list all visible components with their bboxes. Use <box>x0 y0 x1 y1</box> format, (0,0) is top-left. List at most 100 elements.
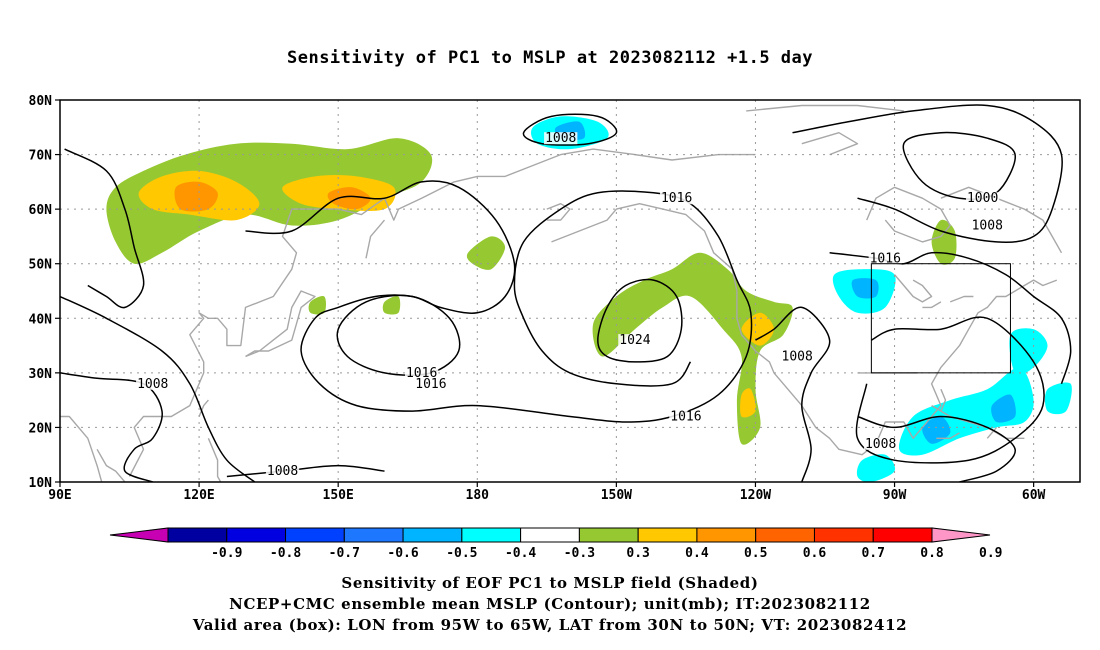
shaded-region-15 <box>851 278 879 299</box>
contour-label: 1008 <box>865 437 896 452</box>
contour-1000-11 <box>902 131 1016 200</box>
contour-1008-1 <box>60 372 163 482</box>
y-tick-label: 50N <box>29 258 53 273</box>
colorbar-label: 0.7 <box>861 546 884 561</box>
shaded-region-5 <box>466 236 506 270</box>
contour-label: 1016 <box>670 410 701 425</box>
x-tick-label: 150E <box>323 488 354 503</box>
coastline-0 <box>60 415 103 482</box>
contour-1008-4 <box>522 113 618 146</box>
contour-label: 1008 <box>782 349 813 364</box>
contour-1016-6 <box>336 294 461 377</box>
coastline-5 <box>198 399 209 417</box>
colorbar-swatch <box>226 527 287 543</box>
contour-label: 1008 <box>545 131 576 146</box>
colorbar-swatch <box>285 527 345 543</box>
y-tick-label: 60N <box>29 203 53 218</box>
colorbar-swatch <box>461 527 522 543</box>
colorbar-label: 0.9 <box>979 546 1002 561</box>
shaded-region-2 <box>174 181 218 212</box>
coastline-1 <box>96 448 126 482</box>
coastline-13 <box>949 295 974 303</box>
colorbar-label: 0.4 <box>685 546 709 561</box>
contour-label-bg <box>414 377 448 390</box>
colorbar-label: -0.7 <box>329 546 360 561</box>
colorbar-label: -0.3 <box>564 546 595 561</box>
colorbar: -0.9 -0.8 -0.7 -0.6 -0.5 -0.4 -0.3 0.3 0.4 0.5 0.6… <box>109 527 1003 561</box>
x-tick-label: 150W <box>601 488 632 503</box>
colorbar-swatch <box>520 527 580 543</box>
shaded-region-11 <box>308 296 327 315</box>
coastline-17 <box>936 432 960 439</box>
colorbar-label: 0.3 <box>626 546 649 561</box>
colorbar-swatch <box>402 527 463 543</box>
y-tick-label: 70N <box>29 149 53 164</box>
coastline-16 <box>931 404 1025 439</box>
contour-1008-12 <box>792 104 1063 243</box>
shaded-region-19 <box>991 394 1016 423</box>
coastline-2 <box>128 148 756 477</box>
coastline-6 <box>207 438 222 482</box>
shaded-region-20 <box>1044 382 1072 415</box>
colorbar-swatch <box>637 527 698 543</box>
contour-label-bg <box>618 334 652 347</box>
contour-1016-10 <box>855 316 1045 464</box>
shaded-region-21 <box>856 454 896 482</box>
coastline-11 <box>893 274 933 303</box>
x-tick-label: 120E <box>183 488 214 503</box>
contour-1024-7 <box>597 278 683 363</box>
colorbar-swatch <box>578 527 639 543</box>
shaded-region-18 <box>922 416 951 444</box>
contour-label-bg <box>970 219 1004 232</box>
coastline-18 <box>986 426 998 439</box>
y-tick-label: 80N <box>29 94 53 109</box>
coastline-layer <box>60 104 1063 482</box>
contour-1008-2 <box>226 464 385 478</box>
x-tick-label: 90E <box>48 488 71 503</box>
y-axis: 80N 70N 60N 50N 40N 30N 20N 10N <box>29 94 60 491</box>
coastline-20 <box>801 132 859 156</box>
contour-label-layer: 1008100810081016101610161024101610081016… <box>136 131 1004 479</box>
contour-label-bg <box>868 252 902 265</box>
contour-label: 1024 <box>619 333 650 348</box>
caption-line-1: Sensitivity of EOF PC1 to MSLP field (Sh… <box>341 574 759 592</box>
x-tick-label: 90W <box>883 488 907 503</box>
colorbar-swatch <box>167 527 228 543</box>
x-tick-label: 180 <box>466 488 490 503</box>
contour-label-bg <box>136 377 170 390</box>
colorbar-label: 0.6 <box>803 546 827 561</box>
contour-label-bg <box>544 132 578 145</box>
shaded-region-0 <box>106 138 433 264</box>
colorbar-swatch <box>343 527 404 543</box>
contour-label-bg <box>404 366 439 379</box>
colorbar-label: -0.8 <box>270 546 301 561</box>
coastline-14 <box>866 186 951 243</box>
contour-1008-0 <box>64 148 145 309</box>
coastline-4 <box>245 290 316 358</box>
colorbar-label: -0.6 <box>387 546 418 561</box>
y-tick-label: 40N <box>29 312 53 327</box>
contour-label: 1008 <box>267 464 298 479</box>
contour-label-bg <box>863 437 898 450</box>
contour-label-bg <box>659 192 694 205</box>
y-tick-label: 20N <box>29 421 53 436</box>
colorbar-under-arrow <box>109 527 169 543</box>
shaded-region-7 <box>740 388 756 418</box>
coastline-7 <box>546 203 571 221</box>
contour-label: 1016 <box>415 377 446 392</box>
coastline-15 <box>940 186 1063 254</box>
colorbar-label: 0.8 <box>920 546 944 561</box>
contour-1008-8 <box>755 306 831 482</box>
shaded-region-16 <box>1009 328 1048 375</box>
colorbar-swatch <box>696 527 757 543</box>
coastline-3 <box>365 219 386 259</box>
caption-line-2: NCEP+CMC ensemble mean MSLP (Contour); u… <box>229 595 871 613</box>
contour-label: 1016 <box>870 251 901 266</box>
colorbar-over-arrow <box>931 527 991 543</box>
coastline-8 <box>551 203 1058 456</box>
colorbar-label: 0.5 <box>744 546 767 561</box>
colorbar-swatch <box>755 527 815 543</box>
colorbar-swatch <box>872 527 933 543</box>
colorbar-swatch <box>813 527 874 543</box>
